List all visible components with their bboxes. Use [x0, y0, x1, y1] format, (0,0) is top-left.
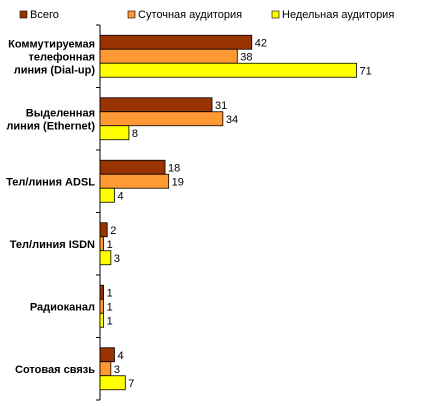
bar: [99, 125, 130, 141]
bar: [99, 111, 224, 127]
legend-swatch: [271, 10, 280, 19]
data-label: 1: [107, 315, 113, 327]
category-label: Тел/линия ADSL: [6, 176, 95, 188]
data-label: 31: [215, 100, 227, 112]
data-label: 38: [240, 51, 252, 63]
bars: [99, 34, 357, 391]
category-label: линия (Ethernet): [6, 120, 95, 132]
category-label: Сотовая связь: [15, 364, 95, 376]
data-label: 8: [132, 128, 138, 140]
legend: Всего Суточная аудитория Недельная аудитор…: [19, 9, 394, 21]
data-label: 2: [110, 225, 116, 237]
y-axis-ticks: [96, 24, 100, 401]
bar: [99, 159, 166, 175]
bar: [99, 222, 108, 238]
legend-label: Суточная аудитория: [138, 9, 242, 21]
bar: [99, 48, 238, 64]
data-label: 19: [172, 176, 184, 188]
bar: [99, 361, 112, 377]
category-label: Тел/линия ISDN: [10, 239, 95, 251]
bar: [99, 187, 115, 203]
data-label: 1: [107, 287, 113, 299]
data-label: 3: [114, 253, 120, 265]
bar: [99, 34, 253, 50]
legend-swatch: [127, 10, 136, 19]
data-label: 18: [168, 162, 180, 174]
bar: [99, 312, 105, 328]
category-label: телефонная: [29, 51, 96, 63]
data-label: 71: [360, 65, 372, 77]
data-label: 4: [117, 350, 123, 362]
legend-swatch: [19, 10, 28, 19]
category-label: Коммутируемая: [8, 38, 95, 50]
data-label: 4: [117, 190, 123, 202]
bar: [99, 62, 357, 78]
bar: [99, 284, 105, 300]
bar: [99, 173, 170, 189]
category-label: линия (Dial-up): [14, 64, 96, 76]
bar: [99, 236, 105, 252]
data-label: 34: [226, 114, 238, 126]
bar: [99, 375, 126, 391]
bar: [99, 347, 115, 363]
legend-label: Недельная аудитория: [282, 9, 394, 21]
data-label: 7: [128, 378, 134, 390]
data-label: 1: [107, 239, 113, 251]
category-label: Выделенная: [26, 107, 95, 119]
data-label: 3: [114, 364, 120, 376]
legend-label: Всего: [30, 9, 59, 21]
bar: [99, 97, 213, 113]
data-label: 42: [255, 37, 267, 49]
category-label: Радиоканал: [30, 301, 95, 313]
data-label: 1: [107, 301, 113, 313]
bar: [99, 250, 112, 266]
bar: [99, 298, 105, 314]
